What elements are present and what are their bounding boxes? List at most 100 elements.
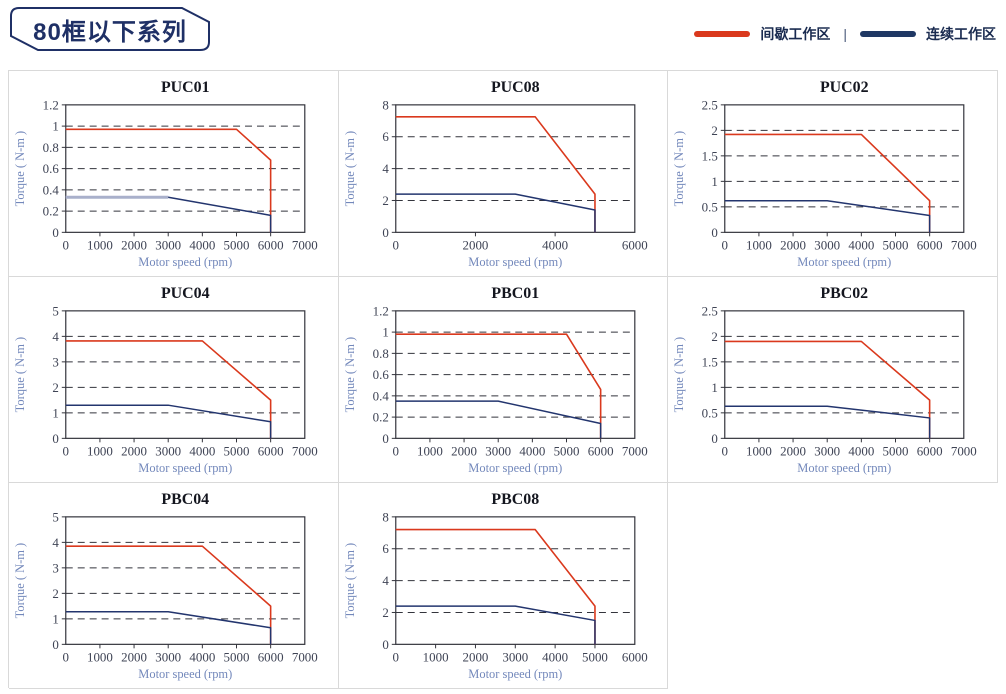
chart-cell-PUC01: PUC01 0 0.2 0.4 0.6 0.8 1 1.2 0 1000 2000 3000 4000 5…	[9, 71, 339, 278]
svg-text:4: 4	[52, 329, 59, 344]
svg-text:3000: 3000	[155, 650, 181, 665]
svg-text:PUC04: PUC04	[161, 285, 210, 302]
svg-text:1: 1	[712, 380, 718, 395]
svg-text:Motor speed (rpm): Motor speed (rpm)	[468, 255, 562, 269]
chart-cell-PUC04: PUC04 0 1 2 3 4 5 0 1000 2000 3000 4000 5000 6000 7000…	[9, 277, 339, 484]
svg-text:0: 0	[52, 225, 58, 240]
chart-PUC01: PUC01 0 0.2 0.4 0.6 0.8 1 1.2 0 1000 2000 3000 4000 5…	[13, 79, 318, 269]
svg-text:Motor speed (rpm): Motor speed (rpm)	[138, 461, 232, 475]
svg-text:7000: 7000	[951, 237, 977, 252]
svg-text:8: 8	[382, 97, 388, 112]
svg-text:1.2: 1.2	[372, 303, 388, 318]
svg-text:1000: 1000	[746, 237, 772, 252]
svg-text:2: 2	[712, 123, 718, 138]
legend-label-intermittent: 间歇工作区	[760, 26, 831, 42]
svg-text:6000: 6000	[258, 443, 284, 458]
svg-text:2.5: 2.5	[702, 97, 718, 112]
legend-line-intermittent-icon	[694, 31, 751, 37]
svg-text:0: 0	[52, 431, 58, 446]
empty-cell	[668, 483, 998, 690]
page-title: 80框以下系列	[33, 18, 187, 46]
svg-text:7000: 7000	[622, 443, 648, 458]
svg-text:5: 5	[52, 510, 58, 525]
svg-text:1000: 1000	[422, 650, 448, 665]
svg-text:0: 0	[382, 431, 388, 446]
svg-text:2000: 2000	[780, 237, 806, 252]
svg-text:PUC08: PUC08	[491, 79, 540, 96]
svg-text:0: 0	[63, 237, 69, 252]
legend-separator: |	[843, 26, 847, 42]
svg-text:Torque ( N-m ): Torque ( N-m )	[13, 131, 27, 206]
svg-text:6000: 6000	[622, 650, 648, 665]
svg-text:2000: 2000	[462, 650, 488, 665]
svg-text:3000: 3000	[502, 650, 528, 665]
svg-text:5000: 5000	[224, 650, 250, 665]
svg-text:4: 4	[52, 535, 59, 550]
chart-cell-PUC02: PUC02 0 0.5 1 1.5 2 2.5 0 1000 2000 3000 4000 5000 60…	[668, 71, 998, 278]
svg-text:0.2: 0.2	[43, 204, 59, 219]
svg-text:3000: 3000	[155, 443, 181, 458]
svg-text:0.2: 0.2	[372, 410, 388, 425]
svg-text:5000: 5000	[883, 237, 909, 252]
svg-text:0: 0	[63, 443, 69, 458]
svg-text:4000: 4000	[542, 650, 568, 665]
svg-text:4: 4	[382, 161, 389, 176]
svg-text:2: 2	[52, 380, 58, 395]
svg-text:6000: 6000	[917, 237, 943, 252]
svg-text:0: 0	[382, 225, 388, 240]
svg-text:6: 6	[382, 129, 389, 144]
svg-text:5: 5	[52, 303, 58, 318]
svg-text:PBC01: PBC01	[491, 285, 539, 302]
svg-text:4000: 4000	[189, 237, 215, 252]
svg-text:Motor speed (rpm): Motor speed (rpm)	[138, 668, 232, 682]
svg-text:0.6: 0.6	[372, 367, 389, 382]
svg-text:Motor speed (rpm): Motor speed (rpm)	[798, 461, 892, 475]
svg-text:8: 8	[382, 510, 388, 525]
svg-text:2000: 2000	[121, 650, 147, 665]
svg-text:0: 0	[392, 237, 398, 252]
svg-text:2.5: 2.5	[702, 303, 718, 318]
svg-text:4000: 4000	[849, 237, 875, 252]
svg-text:Torque ( N-m ): Torque ( N-m )	[13, 543, 27, 618]
svg-text:PUC02: PUC02	[820, 79, 869, 96]
svg-text:1: 1	[382, 325, 388, 340]
svg-text:2000: 2000	[462, 237, 488, 252]
svg-text:0.5: 0.5	[702, 405, 718, 420]
svg-text:5000: 5000	[224, 237, 250, 252]
svg-text:2: 2	[382, 193, 388, 208]
svg-text:1: 1	[712, 174, 718, 189]
svg-text:0: 0	[712, 225, 718, 240]
svg-text:PBC04: PBC04	[161, 491, 209, 508]
svg-text:0: 0	[52, 637, 58, 652]
svg-text:0: 0	[63, 650, 69, 665]
title-box-outline	[10, 7, 210, 51]
svg-text:4000: 4000	[519, 443, 545, 458]
svg-text:0: 0	[712, 431, 718, 446]
svg-text:2: 2	[382, 605, 388, 620]
series-title-box: 80框以下系列	[10, 7, 210, 51]
svg-text:4000: 4000	[189, 443, 215, 458]
legend-line-continuous-icon	[860, 31, 916, 37]
svg-text:6000: 6000	[587, 443, 613, 458]
svg-text:1000: 1000	[87, 443, 113, 458]
svg-text:Torque ( N-m ): Torque ( N-m )	[672, 131, 686, 206]
svg-text:3: 3	[52, 561, 58, 576]
svg-text:Motor speed (rpm): Motor speed (rpm)	[138, 255, 232, 269]
svg-text:6000: 6000	[258, 237, 284, 252]
chart-cell-PBC04: PBC04 0 1 2 3 4 5 0 1000 2000 3000 4000 5000 6000 7000…	[9, 483, 339, 690]
chart-PUC08: PUC08 0 2 4 6 8 0 2000 4000 6000 Motor speed (rpm)…	[343, 79, 648, 269]
svg-text:PBC08: PBC08	[491, 491, 539, 508]
svg-text:3000: 3000	[815, 443, 841, 458]
svg-text:1.2: 1.2	[43, 97, 59, 112]
svg-text:1: 1	[52, 119, 58, 134]
chart-PBC08: PBC08 0 2 4 6 8 0 1000 2000 3000 4000 5000 6000 Motor…	[343, 491, 648, 681]
svg-text:1000: 1000	[417, 443, 443, 458]
svg-text:1000: 1000	[746, 443, 772, 458]
svg-text:2000: 2000	[121, 443, 147, 458]
svg-text:4000: 4000	[542, 237, 568, 252]
svg-text:1000: 1000	[87, 650, 113, 665]
svg-text:7000: 7000	[292, 443, 318, 458]
svg-text:4000: 4000	[849, 443, 875, 458]
svg-text:Torque ( N-m ): Torque ( N-m )	[343, 337, 357, 412]
svg-text:5000: 5000	[224, 443, 250, 458]
